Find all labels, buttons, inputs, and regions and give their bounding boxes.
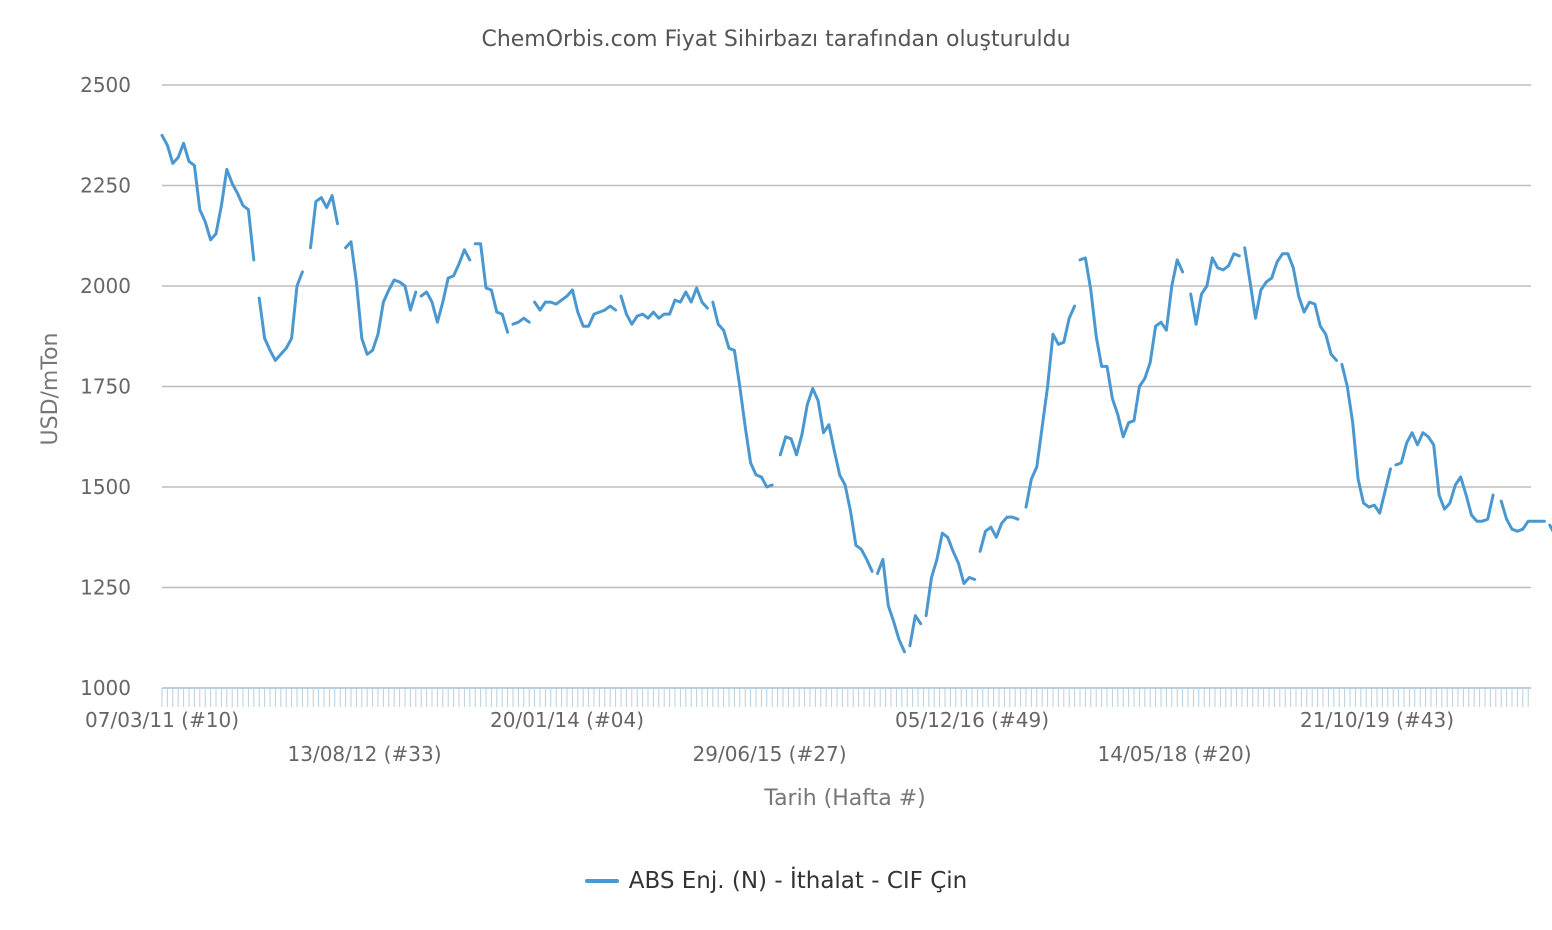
series-line [876, 557, 906, 654]
series-line [1243, 246, 1338, 362]
y-tick-label: 1000 [80, 676, 131, 700]
series-line [924, 531, 977, 618]
legend: ABS Enj. (N) - İthalat - CIF Çin [0, 868, 1552, 894]
series-line [778, 387, 874, 573]
series-line [711, 300, 774, 489]
series-line [473, 242, 510, 334]
y-tick-label: 1500 [80, 475, 131, 499]
series-line [257, 270, 304, 362]
series-line [309, 194, 339, 250]
series-line [1024, 304, 1077, 509]
y-tick-label: 1750 [80, 375, 131, 399]
x-tick-label: 14/05/18 (#20) [1098, 742, 1252, 766]
x-axis: 07/03/11 (#10) 13/08/12 (#33) 20/01/14 (#0… [85, 687, 1531, 766]
series-line [160, 133, 256, 262]
y-axis-label: USD/mTon [38, 333, 63, 446]
series-line [511, 316, 531, 326]
x-tick-label: 05/12/16 (#49) [895, 708, 1049, 732]
series-line [1189, 252, 1241, 326]
series-line [1078, 256, 1185, 439]
x-tick-label: 20/01/14 (#04) [490, 708, 644, 732]
y-tick-label: 1250 [80, 576, 131, 600]
y-tick-label: 2000 [80, 274, 131, 298]
chart-title: ChemOrbis.com Fiyat Sihirbazı tarafından… [481, 27, 1071, 52]
x-axis-label: Tarih (Hafta #) [763, 786, 925, 811]
x-tick-label: 13/08/12 (#33) [288, 742, 442, 766]
y-axis-ticks: 1000 1250 1500 1750 2000 2250 2500 [80, 73, 131, 700]
series-line [978, 515, 1020, 553]
series-line [1499, 499, 1546, 533]
y-tick-label: 2500 [80, 73, 131, 97]
legend-swatch [584, 879, 619, 883]
series-group [160, 133, 1552, 654]
series-line [533, 288, 618, 328]
series-line [419, 248, 472, 324]
series-line [908, 614, 923, 648]
series-line [619, 286, 709, 326]
x-tick-label: 07/03/11 (#10) [85, 708, 239, 732]
legend-label: ABS Enj. (N) - İthalat - CIF Çin [628, 868, 968, 894]
y-tick-label: 2250 [80, 174, 131, 198]
series-line [1340, 362, 1392, 515]
series-line [1394, 431, 1495, 523]
x-tick-label: 21/10/19 (#43) [1300, 708, 1454, 732]
series-line [344, 240, 418, 356]
x-tick-label: 29/06/15 (#27) [693, 742, 847, 766]
